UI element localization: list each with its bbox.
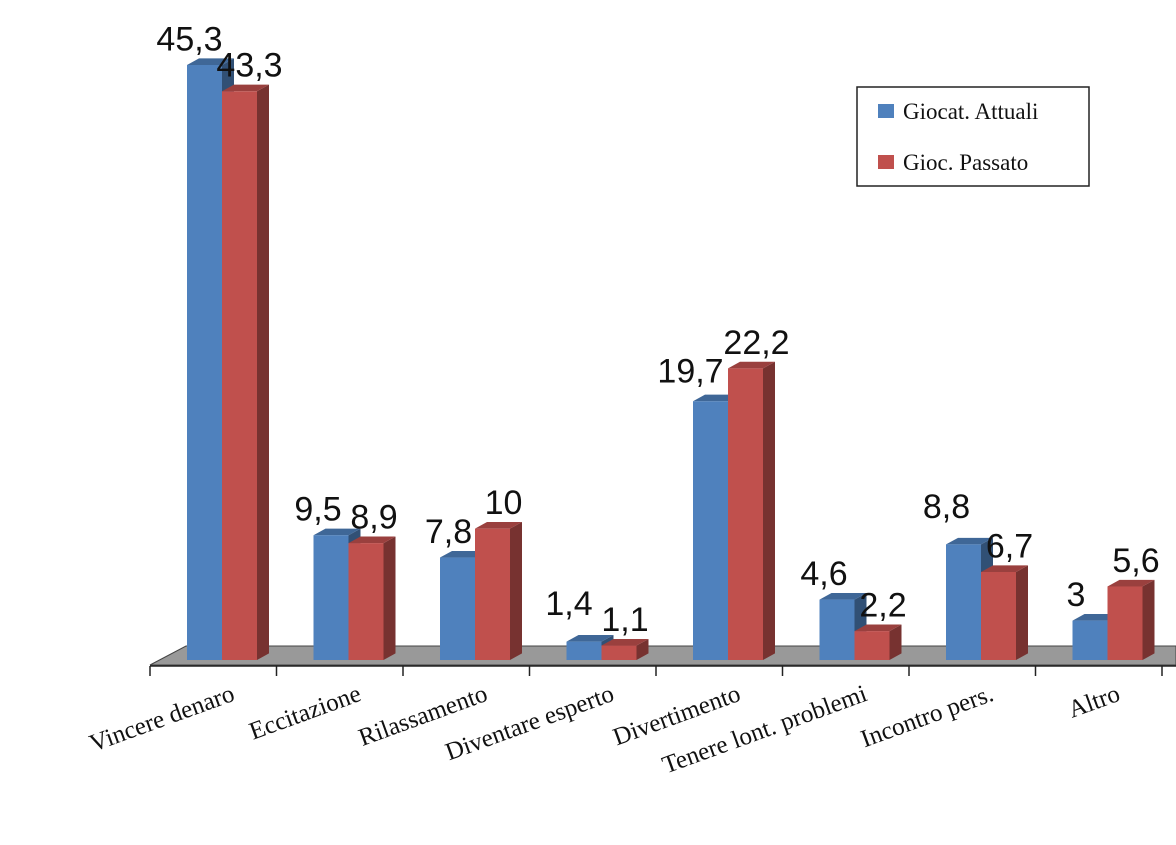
bar-top bbox=[854, 624, 902, 632]
value-label-divertimento-giocat-attuali: 19,7 bbox=[657, 353, 723, 391]
value-labels-group: 45,343,3 9,5 8,9 7,8 10 1,4 1,1 19,722,2 4,6 2,2 8… bbox=[156, 20, 1159, 639]
bar-side bbox=[636, 638, 649, 660]
x-tick-label-eccitazione: Eccitazione bbox=[246, 680, 365, 745]
bar-front bbox=[1107, 586, 1143, 660]
bar-front bbox=[601, 645, 637, 660]
bar-front bbox=[693, 401, 728, 660]
legend: Giocat. Attuali Gioc. Passato bbox=[856, 86, 1090, 187]
bar-top bbox=[313, 528, 361, 536]
legend-swatch-gioc-passato bbox=[878, 155, 894, 169]
bar-top bbox=[981, 565, 1028, 572]
bar-front bbox=[566, 641, 602, 660]
bar-side bbox=[1016, 565, 1028, 660]
bar-side bbox=[510, 522, 522, 660]
bar-top bbox=[601, 638, 649, 646]
value-label-rilassamento-gioc-passato: 10 bbox=[485, 484, 523, 522]
x-tick-label-altro: Altro bbox=[1065, 680, 1124, 723]
value-label-rilassamento-giocat-attuali: 7,8 bbox=[425, 513, 472, 551]
bar-top bbox=[348, 536, 396, 544]
floor-plane bbox=[149, 645, 1176, 666]
legend-label-giocat-attuali: Giocat. Attuali bbox=[903, 99, 1038, 124]
value-label-incontro-pers-giocat-attuali: 8,8 bbox=[923, 488, 970, 526]
bar-incontro-pers-gioc-passato bbox=[981, 565, 1028, 660]
value-label-divertimento-gioc-passato: 22,2 bbox=[723, 324, 789, 362]
bar-front bbox=[728, 368, 763, 660]
bar-top bbox=[1107, 579, 1155, 587]
bar-tenere-lont-problemi-gioc-passato bbox=[854, 624, 902, 660]
bar-front bbox=[981, 571, 1016, 660]
bar-top bbox=[728, 361, 775, 369]
legend-label-gioc-passato: Gioc. Passato bbox=[903, 150, 1028, 175]
value-label-eccitazione-gioc-passato: 8,9 bbox=[350, 499, 397, 537]
x-tick-label-vincere-denaro: Vincere denaro bbox=[86, 680, 238, 757]
value-label-diventare-esperto-giocat-attuali: 1,4 bbox=[545, 585, 592, 623]
bar-side bbox=[1142, 579, 1155, 660]
value-label-altro-gioc-passato: 5,6 bbox=[1112, 542, 1159, 580]
value-label-vincere-denaro-giocat-attuali: 45,3 bbox=[156, 20, 222, 58]
bar-front bbox=[946, 544, 981, 660]
bar-vincere-denaro-gioc-passato bbox=[222, 84, 269, 661]
bar-side bbox=[383, 536, 396, 660]
value-label-vincere-denaro-gioc-passato: 43,3 bbox=[216, 47, 282, 85]
bar-front bbox=[313, 535, 349, 660]
bar-top bbox=[222, 84, 269, 92]
bar-diventare-esperto-gioc-passato bbox=[601, 638, 649, 660]
value-label-diventare-esperto-gioc-passato: 1,1 bbox=[601, 601, 648, 639]
bar-rilassamento-gioc-passato bbox=[475, 522, 522, 660]
bar-top bbox=[946, 537, 993, 545]
bar-side bbox=[889, 624, 902, 660]
bars-group bbox=[187, 58, 1155, 661]
bar-front bbox=[222, 91, 257, 661]
value-label-tenere-lont-problemi-gioc-passato: 2,2 bbox=[859, 587, 906, 625]
bar-top bbox=[566, 635, 614, 642]
bar-front bbox=[854, 631, 890, 660]
chart-floor bbox=[149, 645, 1176, 666]
bar-front bbox=[475, 528, 510, 660]
x-axis: Vincere denaro EccitazioneRilassamentoDiv… bbox=[86, 665, 1176, 779]
value-label-incontro-pers-gioc-passato: 6,7 bbox=[986, 527, 1033, 565]
legend-box bbox=[856, 86, 1090, 187]
x-tick-label-tenere-lont-problemi: Tenere lont. problemi bbox=[659, 680, 871, 779]
bar-altro-gioc-passato bbox=[1107, 579, 1155, 660]
bar-front bbox=[440, 557, 475, 660]
bar-top bbox=[819, 592, 867, 600]
bar-eccitazione-gioc-passato bbox=[348, 536, 396, 660]
bar-side bbox=[763, 361, 775, 660]
bar-divertimento-gioc-passato bbox=[728, 361, 775, 660]
bar-front bbox=[348, 543, 384, 660]
value-label-eccitazione-giocat-attuali: 9,5 bbox=[294, 491, 341, 529]
x-tick-label-incontro-pers: Incontro pers. bbox=[857, 680, 997, 753]
bar-top bbox=[187, 58, 234, 65]
bar-side bbox=[257, 84, 269, 661]
legend-swatch-giocat-attuali bbox=[878, 104, 894, 118]
value-label-altro-giocat-attuali: 3 bbox=[1067, 576, 1086, 614]
bar-front bbox=[1072, 620, 1108, 660]
bar-top bbox=[475, 522, 522, 529]
bar-front bbox=[187, 65, 222, 660]
bar-front bbox=[819, 599, 855, 660]
value-label-tenere-lont-problemi-giocat-attuali: 4,6 bbox=[800, 555, 847, 593]
